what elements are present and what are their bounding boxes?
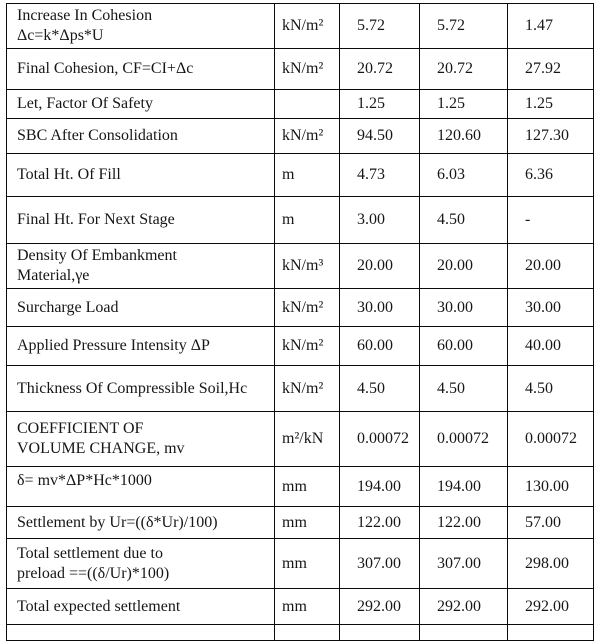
value-cell xyxy=(339,624,420,641)
unit-cell: kN/m² xyxy=(274,288,340,327)
value-cell: 20.72 xyxy=(339,48,420,90)
parameter-label-cell: SBC After Consolidation xyxy=(6,118,275,154)
value-cell: 0.00072 xyxy=(507,411,594,467)
value-cell: 94.50 xyxy=(339,118,420,154)
value-cell: 5.72 xyxy=(339,3,420,49)
value-cell: 40.00 xyxy=(507,326,594,366)
value-cell: 194.00 xyxy=(339,466,420,507)
table-row: Surcharge Load kN/m² 30.00 30.00 30.00 xyxy=(6,288,594,327)
table-row: Total Ht. Of Fill m 4.73 6.03 6.36 xyxy=(6,153,594,197)
value-cell: 4.50 xyxy=(419,196,508,244)
unit-cell: mm xyxy=(274,538,340,589)
value-cell: 4.50 xyxy=(419,365,508,412)
unit-cell: mm xyxy=(274,588,340,625)
parameter-label-cell: Total Ht. Of Fill xyxy=(6,153,275,197)
parameter-label-cell xyxy=(6,624,275,641)
table-row: Final Cohesion, CF=CI+Δc kN/m² 20.72 20.… xyxy=(6,48,594,90)
value-cell: 20.00 xyxy=(339,243,420,289)
value-cell: 292.00 xyxy=(507,588,594,625)
value-cell: 30.00 xyxy=(507,288,594,327)
parameter-label-cell: Final Ht. For Next Stage xyxy=(6,196,275,244)
parameter-label-cell: Increase In Cohesion Δc=k*Δps*U xyxy=(6,3,275,49)
value-cell: 20.00 xyxy=(419,243,508,289)
unit-cell: kN/m² xyxy=(274,118,340,154)
unit-cell: kN/m² xyxy=(274,48,340,90)
value-cell: 4.73 xyxy=(339,153,420,197)
value-cell xyxy=(507,624,594,641)
value-cell: 4.50 xyxy=(339,365,420,412)
parameter-label-cell: δ= mv*ΔP*Hc*1000 xyxy=(6,466,275,507)
parameter-label-cell: Surcharge Load xyxy=(6,288,275,327)
table-row: COEFFICIENT OF VOLUME CHANGE, mv m²/kN 0… xyxy=(6,411,594,467)
value-cell: 1.25 xyxy=(419,89,508,119)
table-row: Let, Factor Of Safety 1.25 1.25 1.25 xyxy=(6,89,594,119)
settlement-calculation-table: Increase In Cohesion Δc=k*Δps*U kN/m² 5.… xyxy=(6,3,594,641)
value-cell: 120.60 xyxy=(419,118,508,154)
unit-cell: kN/m² xyxy=(274,3,340,49)
parameter-label-cell: Total expected settlement xyxy=(6,588,275,625)
table-row: Applied Pressure Intensity ΔP kN/m² 60.0… xyxy=(6,326,594,366)
unit-cell: kN/m³ xyxy=(274,243,340,289)
table-row xyxy=(6,624,594,641)
unit-cell: mm xyxy=(274,466,340,507)
table-row: δ= mv*ΔP*Hc*1000 mm 194.00 194.00 130.00 xyxy=(6,466,594,507)
parameter-label-cell: Total settlement due to preload ==((δ/Ur… xyxy=(6,538,275,589)
unit-cell: m xyxy=(274,196,340,244)
value-cell: 27.92 xyxy=(507,48,594,90)
value-cell: 292.00 xyxy=(419,588,508,625)
parameter-label-cell: Density Of Embankment Material,γe xyxy=(6,243,275,289)
value-cell: 1.25 xyxy=(339,89,420,119)
value-cell: 3.00 xyxy=(339,196,420,244)
unit-cell: kN/m² xyxy=(274,365,340,412)
value-cell: 130.00 xyxy=(507,466,594,507)
parameter-label-cell: Thickness Of Compressible Soil,Hc xyxy=(6,365,275,412)
value-cell: 127.30 xyxy=(507,118,594,154)
parameter-label-cell: Settlement by Ur=((δ*Ur)/100) xyxy=(6,506,275,539)
table-row: Final Ht. For Next Stage m 3.00 4.50 - xyxy=(6,196,594,244)
value-cell: 0.00072 xyxy=(419,411,508,467)
table-row: SBC After Consolidation kN/m² 94.50 120.… xyxy=(6,118,594,154)
value-cell: 5.72 xyxy=(419,3,508,49)
value-cell: 1.47 xyxy=(507,3,594,49)
table-row: Increase In Cohesion Δc=k*Δps*U kN/m² 5.… xyxy=(6,3,594,49)
table-body: Increase In Cohesion Δc=k*Δps*U kN/m² 5.… xyxy=(6,3,594,641)
value-cell: 307.00 xyxy=(339,538,420,589)
parameter-label-cell: Let, Factor Of Safety xyxy=(6,89,275,119)
value-cell: 307.00 xyxy=(419,538,508,589)
value-cell: 30.00 xyxy=(339,288,420,327)
value-cell: 6.03 xyxy=(419,153,508,197)
unit-cell: mm xyxy=(274,506,340,539)
unit-cell: kN/m² xyxy=(274,326,340,366)
unit-cell: m²/kN xyxy=(274,411,340,467)
value-cell: 4.50 xyxy=(507,365,594,412)
value-cell: 122.00 xyxy=(339,506,420,539)
value-cell xyxy=(419,624,508,641)
value-cell: 122.00 xyxy=(419,506,508,539)
value-cell: 20.00 xyxy=(507,243,594,289)
value-cell: 60.00 xyxy=(339,326,420,366)
parameter-label-cell: COEFFICIENT OF VOLUME CHANGE, mv xyxy=(6,411,275,467)
value-cell: 57.00 xyxy=(507,506,594,539)
unit-cell xyxy=(274,624,340,641)
table-row: Density Of Embankment Material,γe kN/m³ … xyxy=(6,243,594,289)
value-cell: 6.36 xyxy=(507,153,594,197)
parameter-label-cell: Final Cohesion, CF=CI+Δc xyxy=(6,48,275,90)
value-cell: 194.00 xyxy=(419,466,508,507)
value-cell: 0.00072 xyxy=(339,411,420,467)
parameter-label-cell: Applied Pressure Intensity ΔP xyxy=(6,326,275,366)
value-cell: - xyxy=(507,196,594,244)
unit-cell: m xyxy=(274,153,340,197)
table-row: Total expected settlement mm 292.00 292.… xyxy=(6,588,594,625)
value-cell: 1.25 xyxy=(507,89,594,119)
value-cell: 292.00 xyxy=(339,588,420,625)
table-row: Total settlement due to preload ==((δ/Ur… xyxy=(6,538,594,589)
table-row: Thickness Of Compressible Soil,Hc kN/m² … xyxy=(6,365,594,412)
value-cell: 20.72 xyxy=(419,48,508,90)
value-cell: 298.00 xyxy=(507,538,594,589)
value-cell: 60.00 xyxy=(419,326,508,366)
value-cell: 30.00 xyxy=(419,288,508,327)
table-row: Settlement by Ur=((δ*Ur)/100) mm 122.00 … xyxy=(6,506,594,539)
unit-cell xyxy=(274,89,340,119)
